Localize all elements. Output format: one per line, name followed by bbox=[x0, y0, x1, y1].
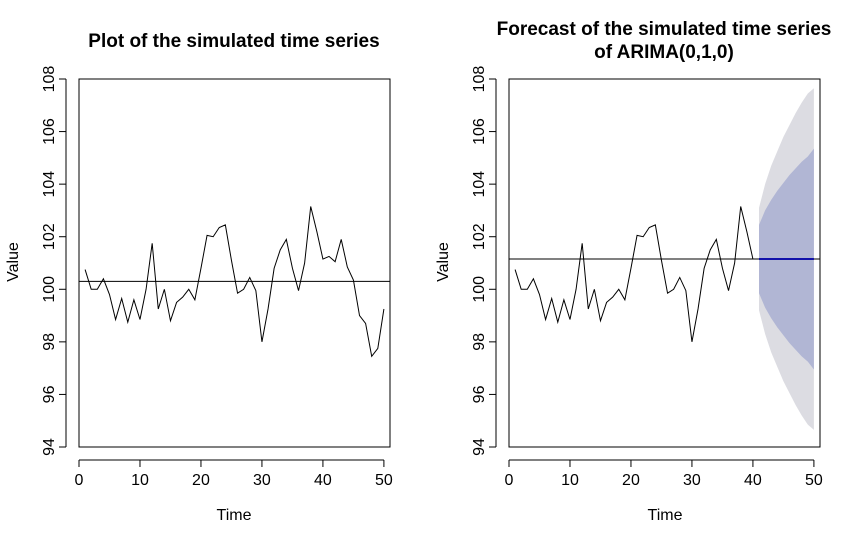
chart1-x-tick-label: 30 bbox=[253, 472, 271, 489]
chart1-x-tick-label: 10 bbox=[131, 472, 149, 489]
chart2-x-tick-label: 0 bbox=[505, 472, 514, 489]
chart2-x-tick-label: 30 bbox=[683, 472, 701, 489]
chart1-y-tick-label: 96 bbox=[41, 385, 58, 403]
chart1-title: Plot of the simulated time series bbox=[88, 31, 379, 52]
chart1-x-tick-label: 50 bbox=[375, 472, 393, 489]
chart2-y-tick-label: 94 bbox=[471, 438, 488, 456]
chart1-xlabel: Time bbox=[217, 507, 252, 524]
chart1-y-tick-label: 102 bbox=[41, 223, 58, 250]
chart2-title-line1: Forecast of the simulated time series bbox=[497, 19, 832, 40]
chart1-y-tick-label: 106 bbox=[41, 118, 58, 145]
chart1-y-tick-label: 100 bbox=[41, 276, 58, 303]
chart1-y-tick-label: 108 bbox=[41, 66, 58, 93]
chart1-y-tick-label: 104 bbox=[41, 171, 58, 198]
chart2-plot-box bbox=[508, 78, 821, 448]
chart2-y-tick-label: 104 bbox=[471, 171, 488, 198]
chart2-x-tick-label: 10 bbox=[561, 472, 579, 489]
chart1-x-tick-label: 40 bbox=[314, 472, 332, 489]
chart2-series-line bbox=[514, 206, 754, 342]
chart1-plot-area: 0 10 20 30 40 50 94 96 98 100 102 104 106 108 bbox=[41, 66, 393, 489]
chart2-y-tick-label: 98 bbox=[471, 333, 488, 351]
chart1-y-tick-label: 94 bbox=[41, 438, 58, 456]
chart2-ylabel: Value bbox=[435, 242, 452, 282]
chart2-x-tick-label: 20 bbox=[622, 472, 640, 489]
chart1-x-tick-label: 20 bbox=[192, 472, 210, 489]
chart2-y-tick-label: 100 bbox=[471, 276, 488, 303]
chart1-ylabel: Value bbox=[5, 242, 22, 282]
chart1-x-tick-label: 0 bbox=[75, 472, 84, 489]
chart2-x-tick-label: 50 bbox=[805, 472, 823, 489]
chart2-x-tick-label: 40 bbox=[744, 472, 762, 489]
chart1-series-line bbox=[84, 206, 385, 358]
chart2-xlabel: Time bbox=[648, 507, 683, 524]
chart2-y-tick-label: 96 bbox=[471, 385, 488, 403]
chart1-y-tick-label: 98 bbox=[41, 333, 58, 351]
chart2-title-line2: of ARIMA(0,1,0) bbox=[594, 42, 734, 63]
chart2-y-tick-label: 102 bbox=[471, 223, 488, 250]
chart2-y-tick-label: 108 bbox=[471, 66, 488, 93]
chart2-plot-area: 0 10 20 30 40 50 94 96 98 100 102 104 106 108 bbox=[471, 66, 823, 489]
chart2-y-tick-label: 106 bbox=[471, 118, 488, 145]
chart1-plot-box bbox=[78, 78, 391, 448]
